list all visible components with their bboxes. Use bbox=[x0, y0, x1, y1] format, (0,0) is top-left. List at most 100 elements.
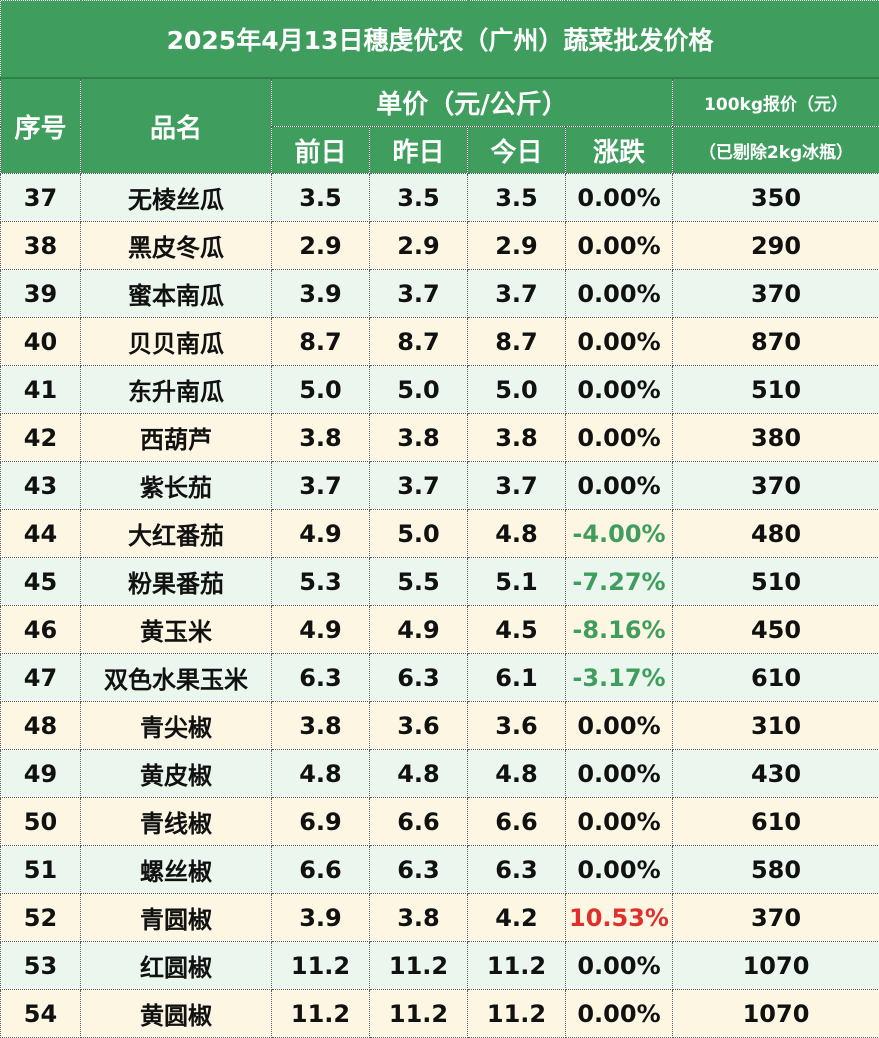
cell-yesterday: 3.7 bbox=[370, 462, 468, 510]
cell-seq: 45 bbox=[1, 558, 81, 606]
cell-quote: 480 bbox=[673, 510, 879, 558]
cell-day-before: 8.7 bbox=[272, 318, 370, 366]
cell-yesterday: 4.8 bbox=[370, 750, 468, 798]
cell-yesterday: 11.2 bbox=[370, 942, 468, 990]
cell-day-before: 5.0 bbox=[272, 366, 370, 414]
cell-day-before: 11.2 bbox=[272, 990, 370, 1038]
cell-day-before: 11.2 bbox=[272, 942, 370, 990]
cell-today: 5.1 bbox=[468, 558, 566, 606]
cell-change: 0.00% bbox=[566, 750, 673, 798]
cell-quote: 1070 bbox=[673, 990, 879, 1038]
cell-today: 11.2 bbox=[468, 990, 566, 1038]
cell-name: 螺丝椒 bbox=[81, 846, 272, 894]
header-day-before: 前日 bbox=[272, 127, 370, 174]
cell-yesterday: 3.7 bbox=[370, 270, 468, 318]
cell-yesterday: 3.6 bbox=[370, 702, 468, 750]
cell-quote: 350 bbox=[673, 174, 879, 222]
cell-name: 黄圆椒 bbox=[81, 990, 272, 1038]
cell-seq: 43 bbox=[1, 462, 81, 510]
title-row: 2025年4月13日穗虔优农（广州）蔬菜批发价格 bbox=[1, 1, 879, 79]
cell-quote: 370 bbox=[673, 894, 879, 942]
cell-day-before: 3.9 bbox=[272, 270, 370, 318]
cell-yesterday: 5.0 bbox=[370, 366, 468, 414]
cell-today: 4.8 bbox=[468, 750, 566, 798]
cell-yesterday: 3.8 bbox=[370, 894, 468, 942]
cell-yesterday: 5.5 bbox=[370, 558, 468, 606]
cell-today: 3.5 bbox=[468, 174, 566, 222]
cell-today: 8.7 bbox=[468, 318, 566, 366]
cell-day-before: 2.9 bbox=[272, 222, 370, 270]
cell-yesterday: 4.9 bbox=[370, 606, 468, 654]
cell-seq: 37 bbox=[1, 174, 81, 222]
cell-change: 0.00% bbox=[566, 174, 673, 222]
cell-seq: 50 bbox=[1, 798, 81, 846]
cell-change: -3.17% bbox=[566, 654, 673, 702]
cell-quote: 380 bbox=[673, 414, 879, 462]
cell-day-before: 3.8 bbox=[272, 702, 370, 750]
cell-day-before: 3.5 bbox=[272, 174, 370, 222]
cell-change: 10.53% bbox=[566, 894, 673, 942]
cell-quote: 510 bbox=[673, 366, 879, 414]
header-seq: 序号 bbox=[1, 78, 81, 174]
cell-quote: 610 bbox=[673, 654, 879, 702]
cell-name: 青线椒 bbox=[81, 798, 272, 846]
cell-name: 黄皮椒 bbox=[81, 750, 272, 798]
header-quote-note: （已剔除2kg冰瓶） bbox=[673, 127, 879, 174]
cell-quote: 580 bbox=[673, 846, 879, 894]
cell-quote: 610 bbox=[673, 798, 879, 846]
cell-today: 2.9 bbox=[468, 222, 566, 270]
cell-day-before: 3.9 bbox=[272, 894, 370, 942]
cell-name: 蜜本南瓜 bbox=[81, 270, 272, 318]
cell-change: 0.00% bbox=[566, 222, 673, 270]
header-unit-price: 单价（元/公斤） bbox=[272, 78, 673, 127]
cell-change: 0.00% bbox=[566, 942, 673, 990]
cell-today: 3.6 bbox=[468, 702, 566, 750]
cell-change: 0.00% bbox=[566, 846, 673, 894]
cell-change: 0.00% bbox=[566, 318, 673, 366]
cell-day-before: 6.6 bbox=[272, 846, 370, 894]
cell-day-before: 4.8 bbox=[272, 750, 370, 798]
cell-change: -4.00% bbox=[566, 510, 673, 558]
cell-seq: 48 bbox=[1, 702, 81, 750]
table-title: 2025年4月13日穗虔优农（广州）蔬菜批发价格 bbox=[1, 1, 879, 79]
cell-day-before: 5.3 bbox=[272, 558, 370, 606]
header-yesterday: 昨日 bbox=[370, 127, 468, 174]
cell-quote: 1070 bbox=[673, 942, 879, 990]
cell-yesterday: 6.6 bbox=[370, 798, 468, 846]
cell-today: 5.0 bbox=[468, 366, 566, 414]
cell-name: 粉果番茄 bbox=[81, 558, 272, 606]
cell-day-before: 3.8 bbox=[272, 414, 370, 462]
cell-quote: 450 bbox=[673, 606, 879, 654]
header-today: 今日 bbox=[468, 127, 566, 174]
cell-yesterday: 3.5 bbox=[370, 174, 468, 222]
cell-change: -7.27% bbox=[566, 558, 673, 606]
cell-quote: 370 bbox=[673, 462, 879, 510]
cell-quote: 510 bbox=[673, 558, 879, 606]
cell-name: 双色水果玉米 bbox=[81, 654, 272, 702]
cell-today: 3.7 bbox=[468, 462, 566, 510]
cell-day-before: 4.9 bbox=[272, 510, 370, 558]
cell-quote: 370 bbox=[673, 270, 879, 318]
cell-day-before: 6.3 bbox=[272, 654, 370, 702]
cell-name: 东升南瓜 bbox=[81, 366, 272, 414]
header-name: 品名 bbox=[81, 78, 272, 174]
cell-change: 0.00% bbox=[566, 366, 673, 414]
cell-today: 3.8 bbox=[468, 414, 566, 462]
cell-name: 红圆椒 bbox=[81, 942, 272, 990]
cell-seq: 47 bbox=[1, 654, 81, 702]
cell-change: 0.00% bbox=[566, 462, 673, 510]
cell-today: 4.2 bbox=[468, 894, 566, 942]
